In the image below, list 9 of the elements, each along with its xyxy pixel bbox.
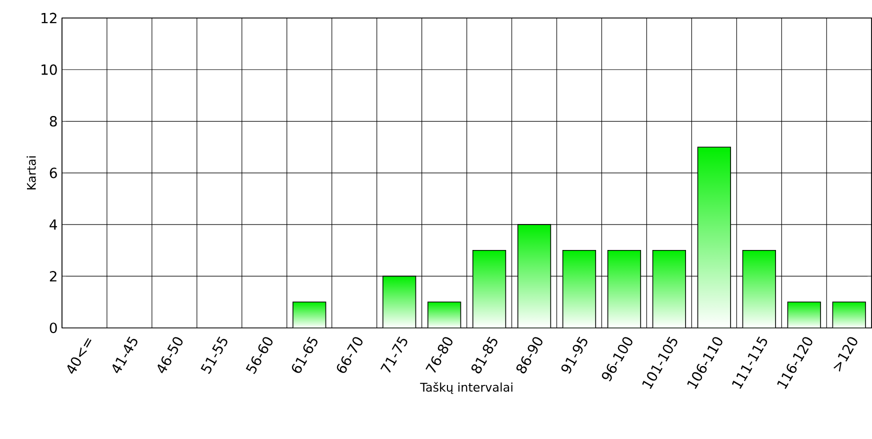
y-tick-label: 2 (50, 271, 56, 282)
y-tick-label: 12 (42, 12, 56, 24)
y-tick-label: 0 (50, 322, 57, 334)
y-tick-label: 8 (50, 116, 57, 127)
y-tick-label: 6 (50, 168, 57, 178)
y-tick-label: 4 (50, 220, 58, 230)
x-axis-title: Taškų intervalai (420, 382, 512, 394)
y-axis-title: Kartai (26, 156, 36, 190)
y-tick-label: 10 (42, 64, 57, 76)
